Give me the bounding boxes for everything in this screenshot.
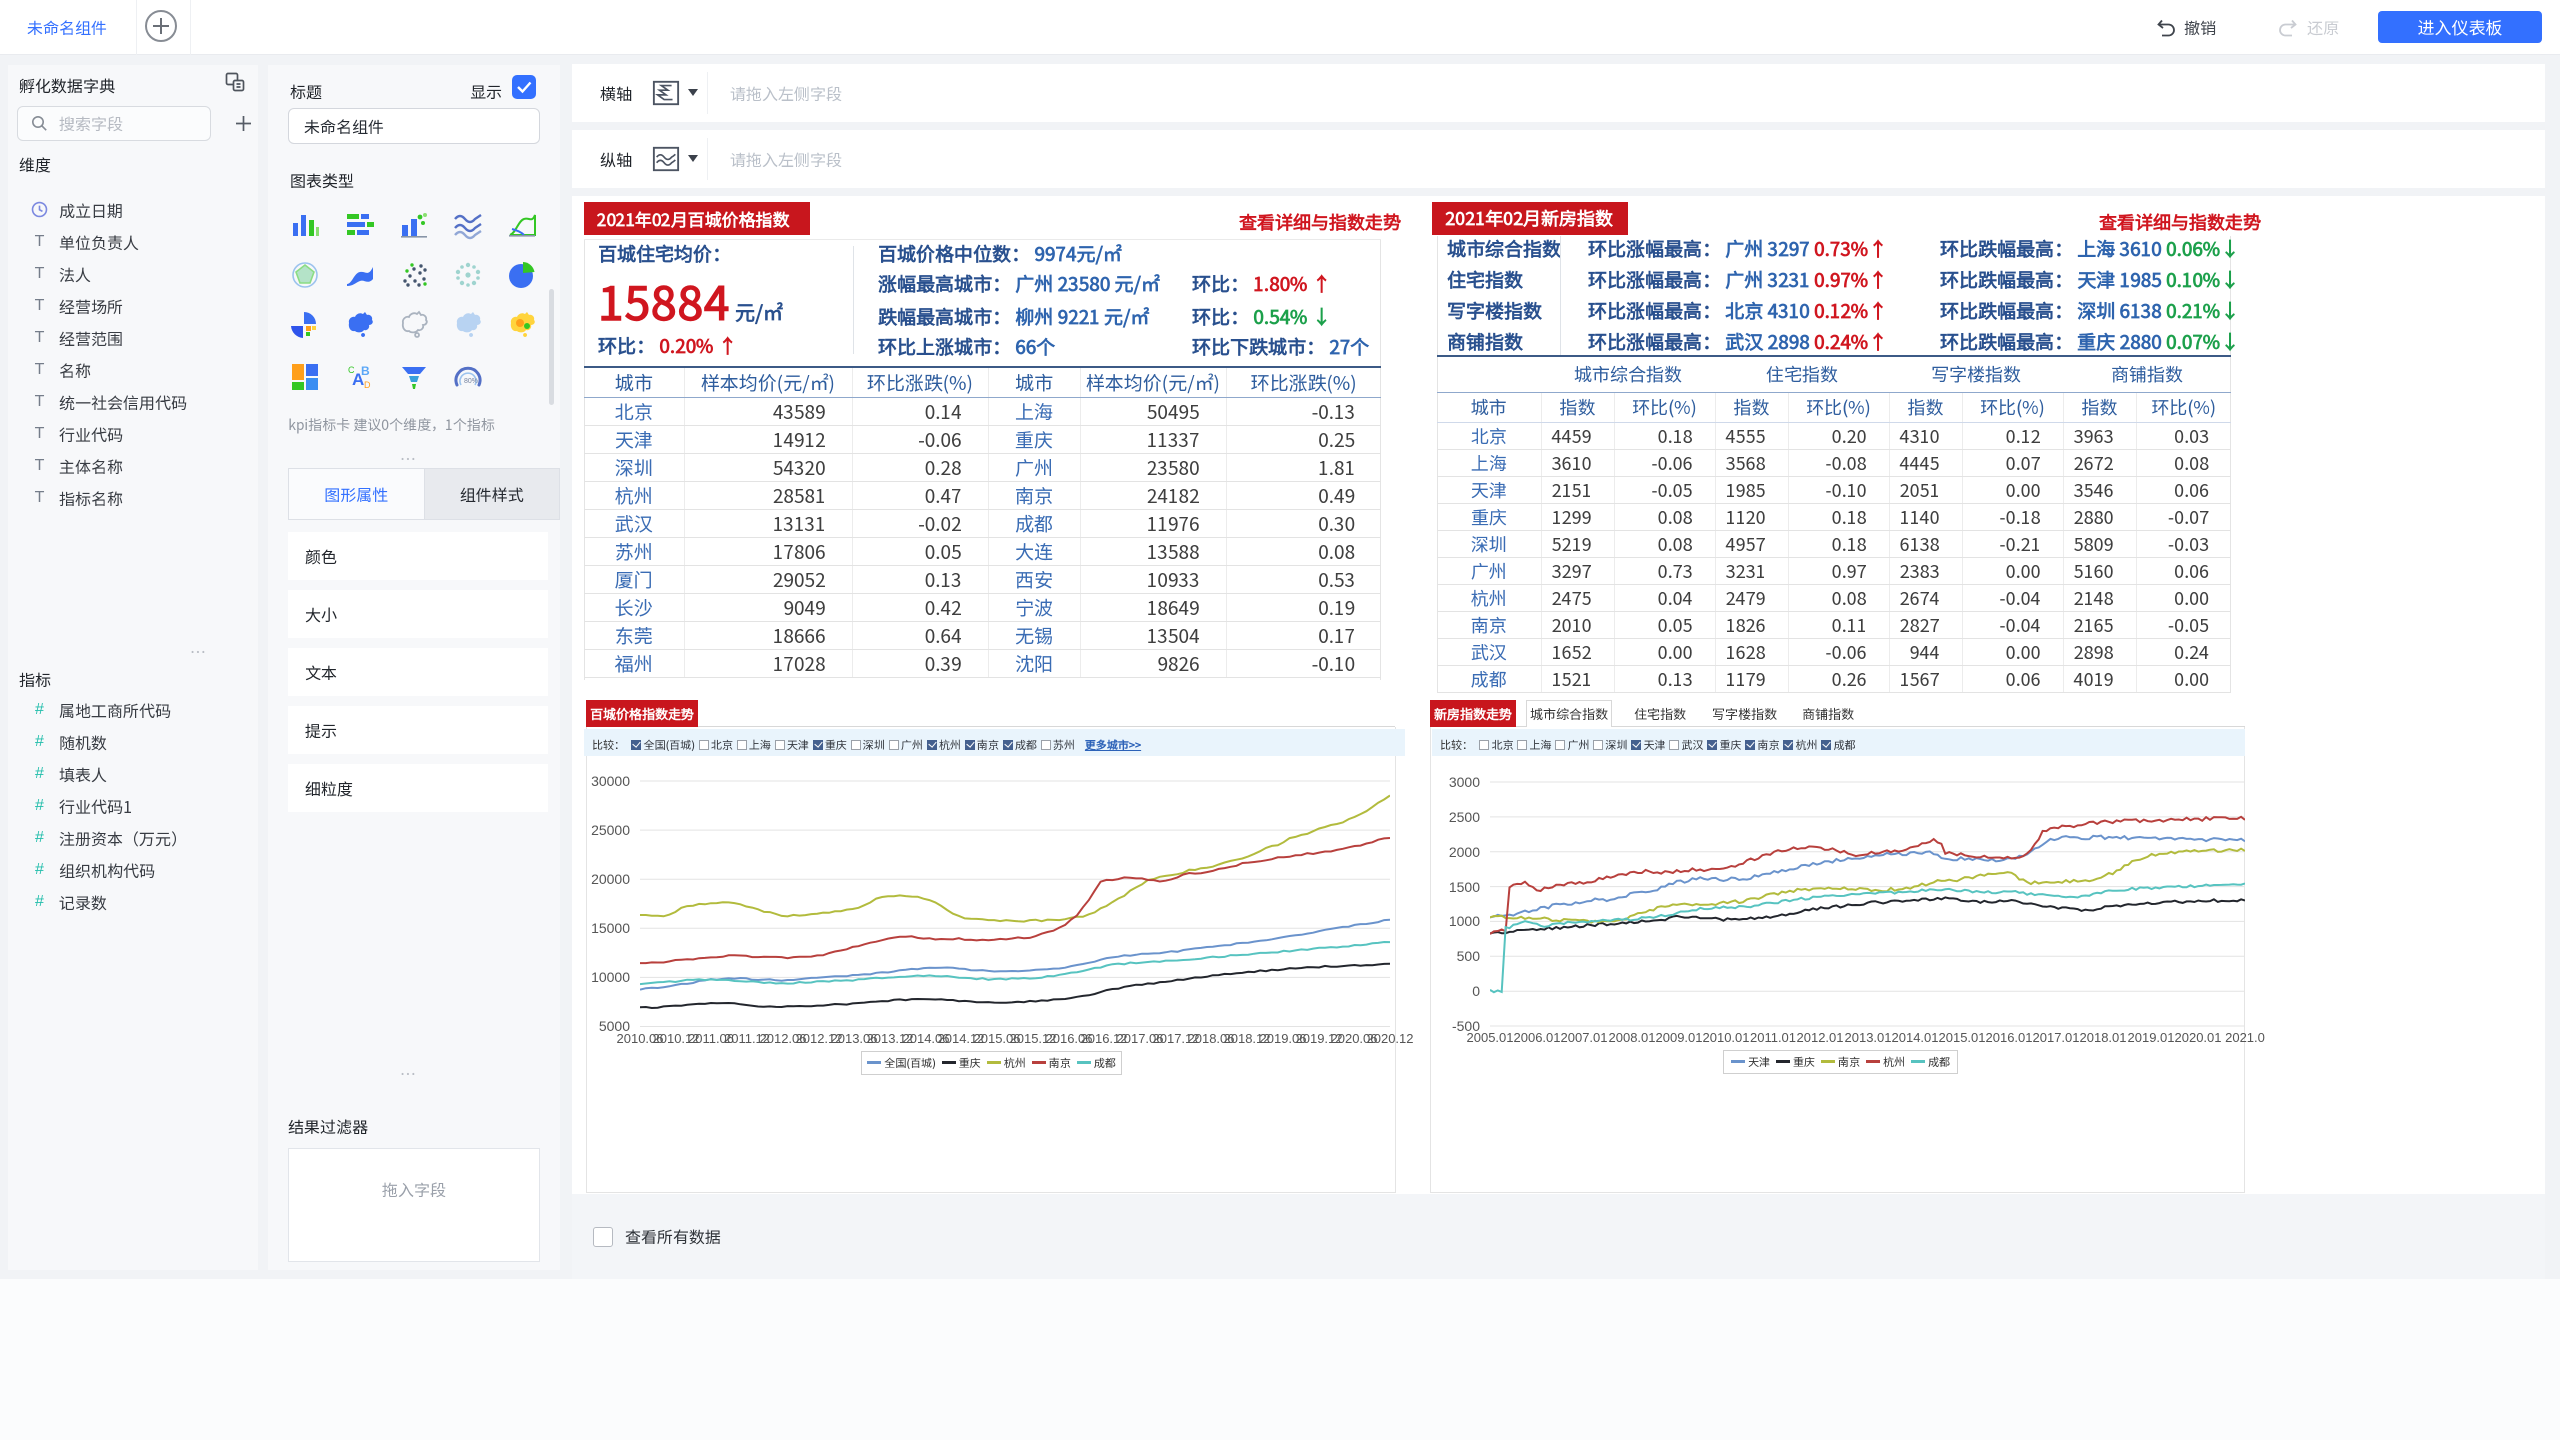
svg-text:B: B xyxy=(361,364,370,378)
svg-text:A: A xyxy=(352,370,364,389)
svg-text:D: D xyxy=(364,380,371,390)
svg-text:80%: 80% xyxy=(464,378,478,385)
svg-text:C: C xyxy=(348,365,355,375)
